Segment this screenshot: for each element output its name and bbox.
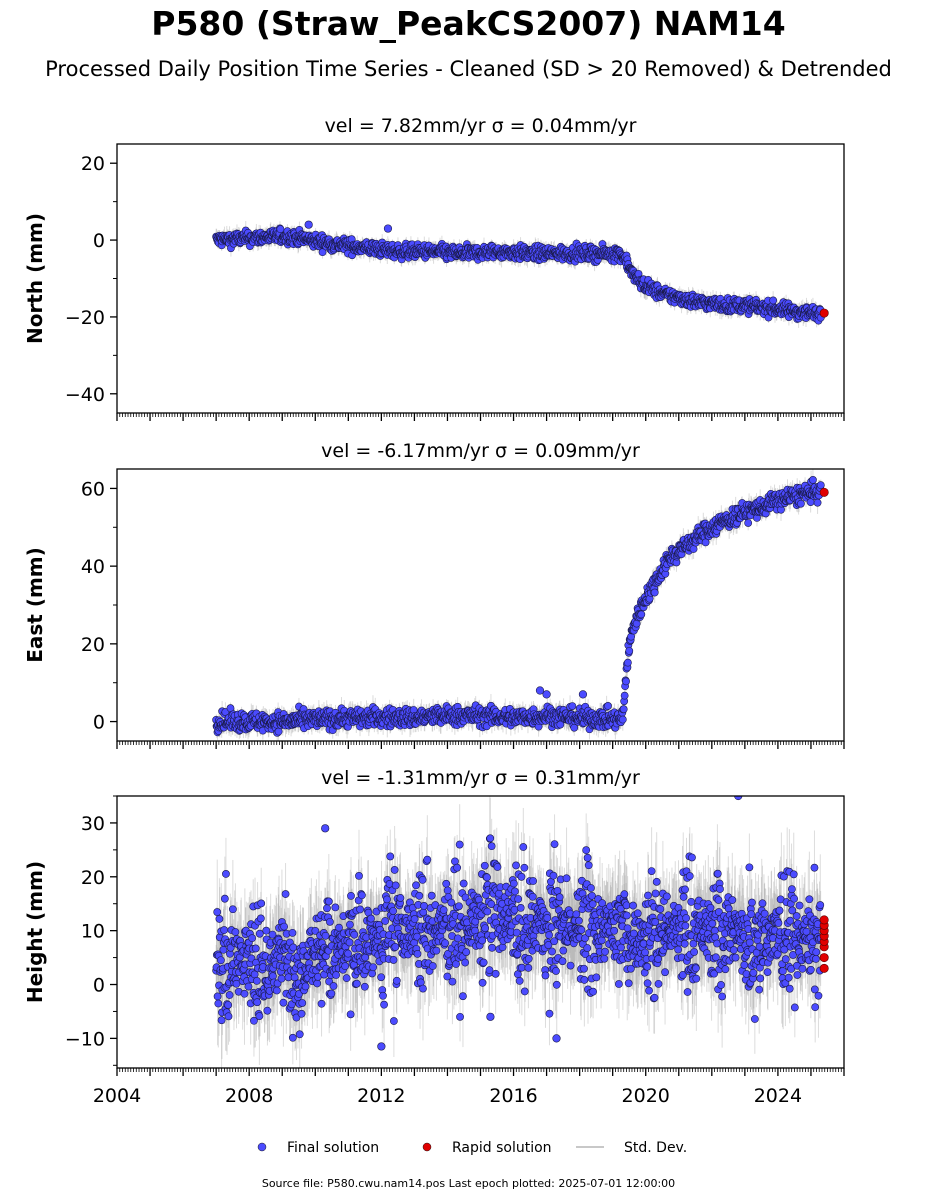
rapid-solution-points bbox=[819, 308, 829, 318]
y-tick-label: −40 bbox=[65, 384, 105, 406]
y-axis-label: North (mm) bbox=[23, 213, 47, 344]
final-solution-points bbox=[212, 220, 825, 325]
y-tick-label: 0 bbox=[93, 230, 105, 252]
chart-subtitle: Processed Daily Position Time Series - C… bbox=[45, 57, 892, 81]
axes-frame bbox=[116, 143, 845, 414]
rapid-point bbox=[819, 308, 829, 318]
chart-title: P580 (Straw_PeakCS2007) NAM14 bbox=[151, 4, 786, 43]
y-tick-label: −20 bbox=[65, 307, 105, 329]
plot-area bbox=[212, 469, 829, 741]
final-point bbox=[276, 225, 285, 234]
final-point bbox=[568, 702, 577, 710]
final-point bbox=[304, 220, 313, 229]
y-tick-label: 20 bbox=[81, 153, 105, 175]
final-point bbox=[221, 708, 230, 716]
final-solution-points bbox=[212, 476, 825, 737]
plot-area bbox=[212, 220, 829, 328]
panel-north: 20 0 −20 −40 vel = 7.82mm/yr σ = 0.04mm/yr No… bbox=[23, 115, 845, 421]
final-point bbox=[383, 224, 393, 233]
panel-title: vel = 7.82mm/yr σ = 0.04mm/yr bbox=[325, 115, 637, 137]
final-point bbox=[769, 296, 778, 305]
